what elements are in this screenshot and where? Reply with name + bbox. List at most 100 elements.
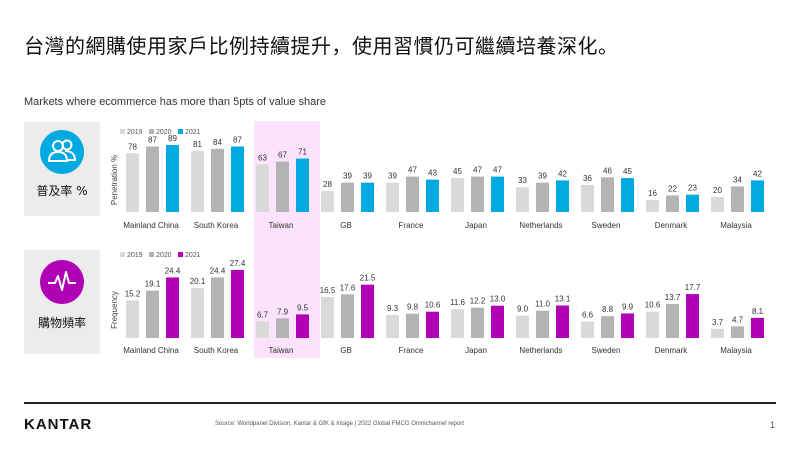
- category-label: Netherlands: [519, 346, 562, 355]
- data-label: 47: [473, 166, 482, 175]
- bar: [621, 313, 634, 338]
- bar: [166, 277, 179, 338]
- data-label: 24.4: [210, 266, 226, 275]
- legend-swatch: [120, 129, 125, 134]
- data-label: 43: [428, 169, 437, 178]
- data-label: 39: [538, 172, 547, 181]
- bar: [646, 311, 659, 338]
- bar: [126, 153, 139, 212]
- legend-label: 2019: [127, 129, 143, 136]
- legend-swatch: [149, 252, 154, 257]
- bar: [731, 186, 744, 212]
- data-label: 27.4: [230, 259, 246, 268]
- data-label: 6.7: [257, 310, 269, 319]
- category-label: Taiwan: [269, 221, 294, 230]
- legend-label: 2020: [156, 129, 172, 136]
- category-label: Japan: [465, 346, 487, 355]
- bar: [361, 284, 374, 338]
- bar: [211, 277, 224, 338]
- bar: [386, 182, 399, 212]
- bar: [491, 176, 504, 212]
- data-label: 84: [213, 138, 222, 147]
- category-label: South Korea: [194, 221, 239, 230]
- data-label: 8.8: [602, 305, 614, 314]
- category-label: GB: [340, 221, 352, 230]
- data-label: 9.0: [517, 305, 529, 314]
- data-label: 39: [343, 172, 352, 181]
- data-label: 23: [688, 184, 697, 193]
- bar: [426, 179, 439, 212]
- data-label: 67: [278, 151, 287, 160]
- frequency-panel: 購物頻率: [24, 250, 100, 354]
- bar: [146, 290, 159, 338]
- data-label: 42: [753, 169, 762, 178]
- data-label: 45: [453, 167, 462, 176]
- data-label: 47: [493, 166, 502, 175]
- data-label: 13.1: [555, 294, 571, 303]
- data-label: 9.3: [387, 304, 399, 313]
- bar: [211, 148, 224, 212]
- data-label: 16.5: [320, 286, 336, 295]
- data-label: 22: [668, 184, 677, 193]
- data-label: 13.0: [490, 295, 506, 304]
- bar: [321, 297, 334, 338]
- bar: [516, 315, 529, 338]
- bar: [536, 310, 549, 338]
- data-label: 20: [713, 186, 722, 195]
- bar: [751, 180, 764, 212]
- chart-subtitle: Markets where ecommerce has more than 5p…: [24, 96, 327, 108]
- kantar-logo: KANTAR: [24, 416, 93, 433]
- bar: [491, 305, 504, 338]
- data-label: 28: [323, 180, 332, 189]
- data-label: 9.9: [622, 302, 634, 311]
- data-label: 9.8: [407, 303, 419, 312]
- pulse-icon: [40, 260, 84, 304]
- category-label: Denmark: [655, 346, 688, 355]
- bar: [231, 270, 244, 338]
- category-label: Sweden: [592, 221, 621, 230]
- bar: [296, 314, 309, 338]
- footer-divider: [24, 402, 776, 404]
- data-label: 42: [558, 169, 567, 178]
- bar: [556, 180, 569, 212]
- data-label: 15.2: [125, 289, 141, 298]
- bar: [386, 314, 399, 338]
- data-label: 46: [603, 166, 612, 175]
- bar: [451, 178, 464, 212]
- legend-swatch: [178, 129, 183, 134]
- data-label: 17.7: [685, 283, 701, 292]
- bar: [471, 307, 484, 338]
- bar: [731, 326, 744, 338]
- bar: [536, 182, 549, 212]
- data-label: 87: [233, 136, 242, 145]
- bar: [516, 187, 529, 212]
- bar: [666, 195, 679, 212]
- bar: [601, 316, 614, 338]
- data-label: 12.2: [470, 297, 486, 306]
- data-label: 71: [298, 148, 307, 157]
- data-label: 9.5: [297, 303, 309, 312]
- category-label: Malaysia: [720, 221, 752, 230]
- category-label: Mainland China: [123, 346, 179, 355]
- legend-label: 2021: [185, 129, 201, 136]
- category-label: Japan: [465, 221, 487, 230]
- data-label: 39: [363, 172, 372, 181]
- legend-label: 2020: [156, 252, 172, 259]
- data-label: 16: [648, 189, 657, 198]
- data-label: 19.1: [145, 280, 161, 289]
- people-icon: [40, 130, 84, 174]
- category-label: Denmark: [655, 221, 688, 230]
- data-label: 33: [518, 176, 527, 185]
- category-label: Malaysia: [720, 346, 752, 355]
- y-axis-label: Frequency: [110, 291, 119, 329]
- data-label: 39: [388, 172, 397, 181]
- data-label: 4.7: [732, 315, 744, 324]
- category-label: South Korea: [194, 346, 239, 355]
- data-label: 13.7: [665, 293, 681, 302]
- category-label: France: [399, 221, 424, 230]
- bar: [426, 311, 439, 338]
- data-label: 34: [733, 175, 742, 184]
- data-label: 7.9: [277, 307, 289, 316]
- category-label: Sweden: [592, 346, 621, 355]
- category-label: Mainland China: [123, 221, 179, 230]
